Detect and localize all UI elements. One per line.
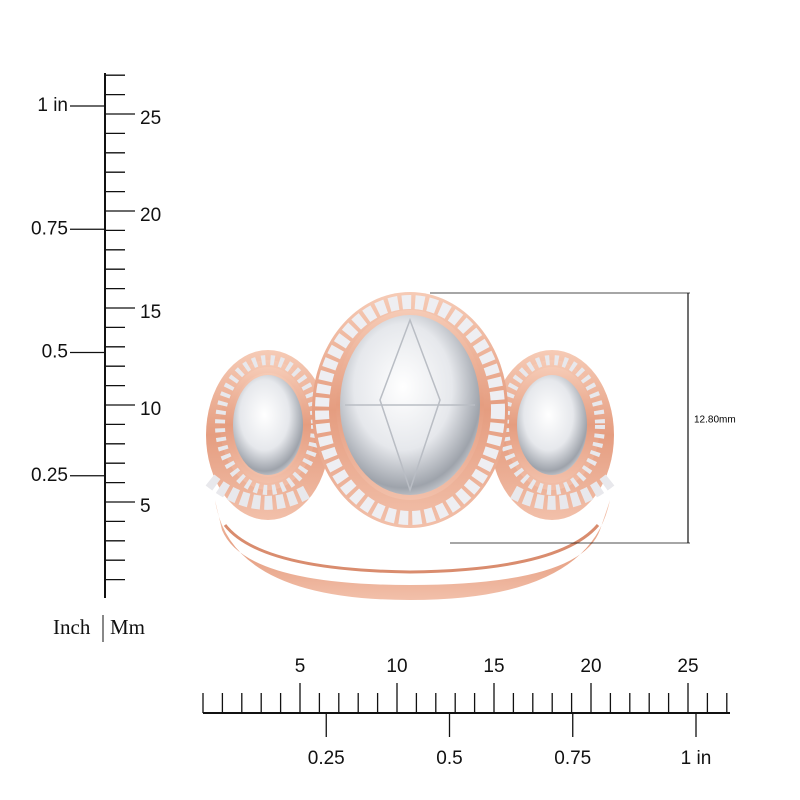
ring — [205, 292, 615, 600]
inch-label: 0.25 — [308, 748, 345, 769]
dimension-label: 12.80mm — [694, 415, 736, 426]
inch-label: 1 in — [681, 748, 712, 769]
inch-unit: Inch — [53, 615, 91, 639]
mm-label: 25 — [677, 656, 698, 677]
inch-label: 0.75 — [31, 218, 68, 239]
inch-label: 0.25 — [31, 465, 68, 486]
mm-label: 5 — [140, 496, 151, 517]
mm-label: 20 — [140, 205, 161, 226]
inch-label: 0.5 — [436, 748, 462, 769]
mm-label: 20 — [580, 656, 601, 677]
mm-unit: Mm — [110, 615, 145, 639]
mm-label: 5 — [295, 656, 306, 677]
inch-label: 0.75 — [554, 748, 591, 769]
inch-label: 0.5 — [42, 342, 68, 363]
mm-label: 10 — [386, 656, 407, 677]
mm-label: 10 — [140, 399, 161, 420]
inch-label: 1 in — [37, 95, 68, 116]
rulers — [102, 73, 730, 714]
mm-label: 25 — [140, 108, 161, 129]
mm-label: 15 — [140, 302, 161, 323]
mm-label: 15 — [483, 656, 504, 677]
